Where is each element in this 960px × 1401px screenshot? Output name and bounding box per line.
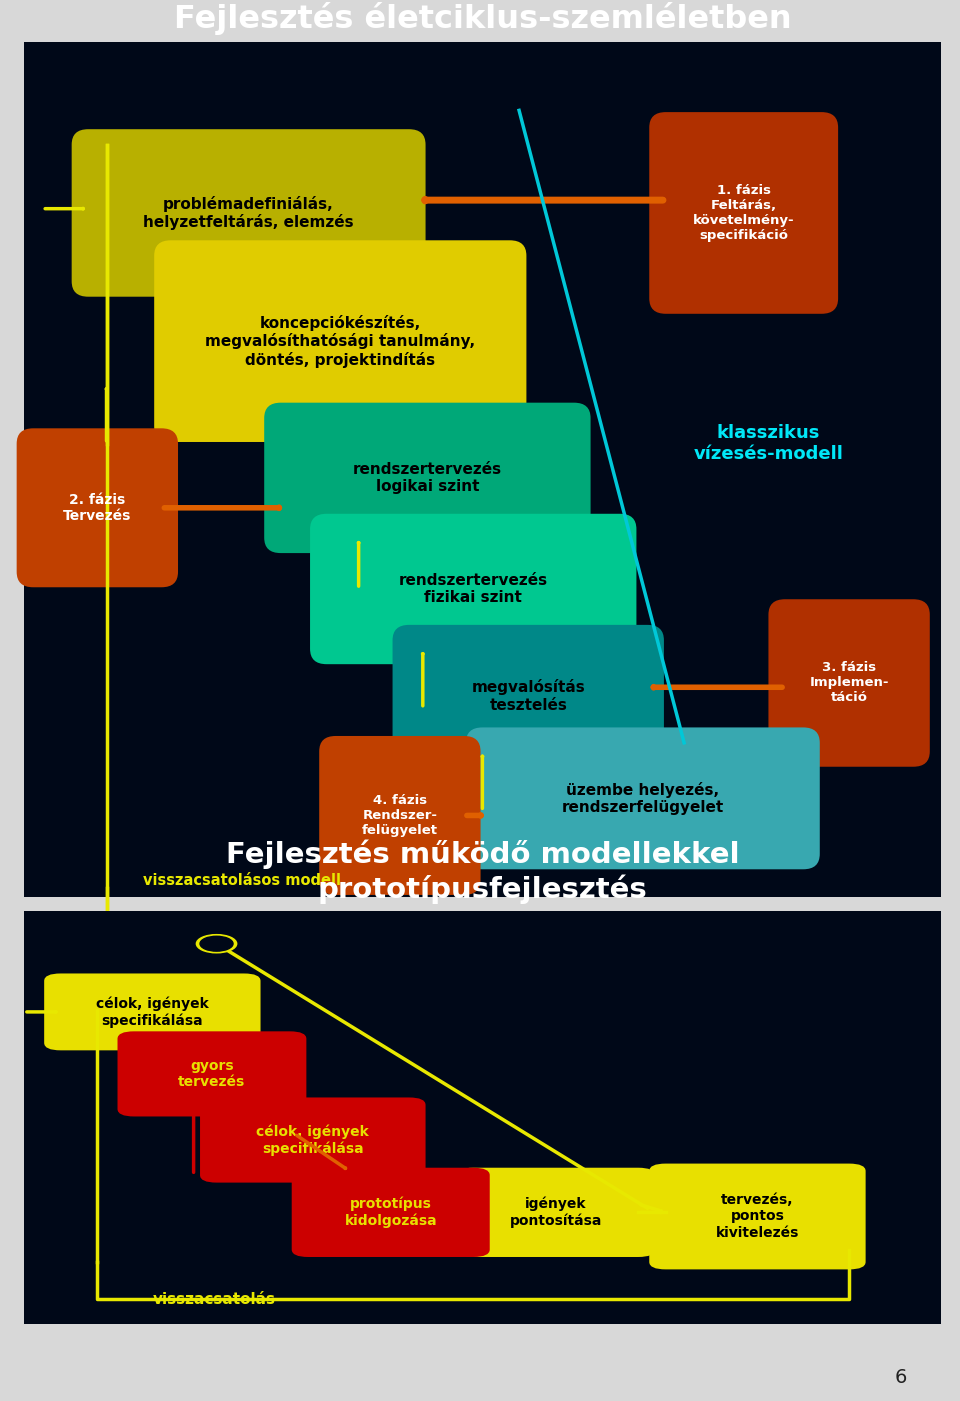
Circle shape	[197, 934, 237, 953]
Text: 2. fázis
Tervezés: 2. fázis Tervezés	[63, 493, 132, 523]
FancyBboxPatch shape	[457, 1167, 655, 1257]
FancyBboxPatch shape	[320, 736, 481, 895]
Text: rendszertervezés
logikai szint: rendszertervezés logikai szint	[353, 462, 502, 495]
FancyBboxPatch shape	[264, 402, 590, 553]
Text: 6: 6	[895, 1367, 907, 1387]
Text: visszacsatolásos modell: visszacsatolásos modell	[143, 873, 341, 888]
FancyBboxPatch shape	[16, 429, 178, 587]
FancyBboxPatch shape	[72, 129, 425, 297]
Text: igények
pontosítása: igények pontosítása	[510, 1196, 602, 1229]
Text: 4. fázis
Rendszer-
felügyelet: 4. fázis Rendszer- felügyelet	[362, 794, 438, 836]
Text: rendszertervezés
fizikai szint: rendszertervezés fizikai szint	[398, 573, 548, 605]
FancyBboxPatch shape	[155, 241, 526, 441]
Text: prototípus
kidolgozása: prototípus kidolgozása	[345, 1196, 437, 1229]
FancyBboxPatch shape	[292, 1167, 490, 1257]
Text: problémadefiniálás,
helyzetfeltárás, elemzés: problémadefiniálás, helyzetfeltárás, ele…	[143, 196, 354, 230]
FancyBboxPatch shape	[117, 1031, 306, 1117]
Text: gyors
tervezés: gyors tervezés	[179, 1059, 246, 1089]
Text: üzembe helyezés,
rendszerfelügyelet: üzembe helyezés, rendszerfelügyelet	[562, 782, 724, 815]
FancyBboxPatch shape	[200, 1097, 425, 1182]
Text: megvalósítás
tesztelés: megvalósítás tesztelés	[471, 679, 585, 713]
Circle shape	[200, 936, 233, 951]
Text: 1. fázis
Feltárás,
követelmény-
specifikáció: 1. fázis Feltárás, követelmény- specifik…	[693, 184, 795, 242]
FancyBboxPatch shape	[24, 42, 941, 897]
Text: tervezés,
pontos
kivitelezés: tervezés, pontos kivitelezés	[716, 1194, 799, 1240]
FancyBboxPatch shape	[649, 1164, 866, 1269]
FancyBboxPatch shape	[466, 727, 820, 869]
Text: Fejlesztés működő modellekkel
prototípusfejlesztés: Fejlesztés működő modellekkel prototípus…	[226, 841, 739, 904]
Text: Fejlesztés életciklus-szemléletben: Fejlesztés életciklus-szemléletben	[174, 1, 791, 35]
FancyBboxPatch shape	[649, 112, 838, 314]
FancyBboxPatch shape	[24, 911, 941, 1324]
Text: 3. fázis
Implemen-
táció: 3. fázis Implemen- táció	[809, 661, 889, 705]
Text: klasszikus
vízesés-modell: klasszikus vízesés-modell	[693, 425, 843, 464]
Text: visszacsatolás: visszacsatolás	[153, 1292, 276, 1307]
FancyBboxPatch shape	[310, 514, 636, 664]
Text: célok, igények
specifikálása: célok, igények specifikálása	[256, 1125, 370, 1156]
FancyBboxPatch shape	[393, 625, 664, 766]
Text: koncepciókészítés,
megvalósíthatósági tanulmány,
döntés, projektindítás: koncepciókészítés, megvalósíthatósági ta…	[205, 315, 475, 367]
FancyBboxPatch shape	[768, 600, 930, 766]
Text: célok, igények
specifikálása: célok, igények specifikálása	[96, 996, 208, 1027]
FancyBboxPatch shape	[44, 974, 260, 1051]
